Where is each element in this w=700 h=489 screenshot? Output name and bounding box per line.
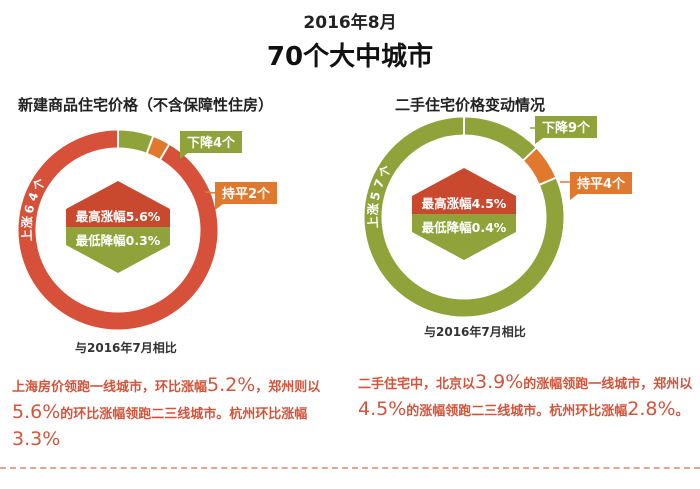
left-chart-title: 新建商品住宅价格（不含保障性住房） — [18, 96, 274, 114]
left-compare-label: 与2016年7月相比 — [75, 341, 177, 355]
right-compare-label: 与2016年7月相比 — [424, 325, 526, 339]
diamond-bottom-left — [66, 227, 170, 273]
callout-box-left-持平 — [215, 182, 277, 210]
right-chart-title: 二手住宅价格变动情况 — [395, 96, 546, 114]
donut-slice-left-持平 — [146, 136, 169, 160]
diamond-bottom-right — [412, 214, 516, 260]
donut-slice-right-上涨 — [364, 117, 564, 317]
dashed-divider — [0, 467, 700, 469]
left-note-value-1: 5.2% — [207, 374, 256, 396]
callout-label-right-下降: 下降9个 — [542, 120, 591, 136]
callout-box-right-下降 — [535, 116, 597, 144]
diamond-top-right — [412, 168, 516, 214]
min-fall-label-left: 最低降幅0.3% — [76, 233, 161, 248]
slice-label-rise-right: 5 — [368, 191, 384, 202]
slice-label-rise-right: 涨 — [365, 203, 381, 216]
main-title: 70个大中城市 — [266, 42, 434, 72]
right-note-text-4: 。 — [675, 404, 689, 419]
right-note-value-1: 3.9% — [475, 371, 524, 393]
slice-separator-right — [522, 146, 538, 162]
left-note-text-2: ，郑州则以 — [255, 380, 321, 395]
date-label: 2016年8月 — [303, 13, 397, 33]
callout-label-right-持平: 持平4个 — [577, 176, 626, 192]
diamond-top-left — [66, 181, 170, 227]
left-note-text-1: 上海房价领跑一线城市，环比涨幅 — [12, 380, 208, 395]
slice-separator-left — [158, 143, 171, 161]
slice-label-rise-left: 涨 — [19, 216, 35, 229]
min-fall-label-right: 最低降幅0.4% — [422, 220, 507, 235]
max-rise-label-right: 最高涨幅4.5% — [422, 196, 507, 211]
donut-slice-right-持平 — [523, 148, 556, 185]
slice-separator-right — [538, 176, 557, 186]
slice-label-rise-left: 上 — [19, 229, 35, 242]
right-note-text-3: 的涨幅领跑二三线城市。杭州环比涨幅 — [406, 404, 628, 419]
left-note-value-2: 5.6% — [12, 401, 61, 423]
donut-slice-left-上涨 — [18, 130, 218, 330]
max-rise-label-left: 最高涨幅5.6% — [76, 209, 161, 224]
donut-slice-right-下降 — [463, 117, 536, 160]
slice-label-rise-left: 6 — [22, 204, 38, 215]
callout-leader-left-持平 — [204, 191, 216, 194]
right-note-text-1: 二手住宅中，北京以 — [358, 377, 476, 392]
callout-box-left-下降 — [180, 131, 242, 159]
donut-slice-left-下降 — [117, 130, 153, 153]
left-note-value-3: 3.3% — [12, 428, 61, 450]
right-note: 二手住宅中，北京以3.9%的涨幅领跑一线城市，郑州以 4.5%的涨幅领跑二三线城… — [358, 370, 693, 424]
callout-label-left-持平: 持平2个 — [222, 186, 271, 202]
right-note-text-2: 的涨幅领跑一线城市，郑州以 — [523, 377, 693, 392]
slice-separator-left — [145, 135, 155, 155]
slice-label-rise-right: 上 — [365, 216, 381, 229]
callout-label-left-下降: 下降4个 — [187, 135, 236, 151]
right-note-value-3: 2.8% — [627, 398, 676, 420]
right-note-value-2: 4.5% — [358, 398, 407, 420]
left-note: 上海房价领跑一线城市，环比涨幅5.2%，郑州则以 5.6%的环比涨幅领跑二三线城… — [12, 373, 342, 454]
callout-box-right-持平 — [570, 172, 632, 200]
left-note-text-3: 的环比涨幅领跑二三线城市。杭州环比涨幅 — [60, 407, 308, 422]
